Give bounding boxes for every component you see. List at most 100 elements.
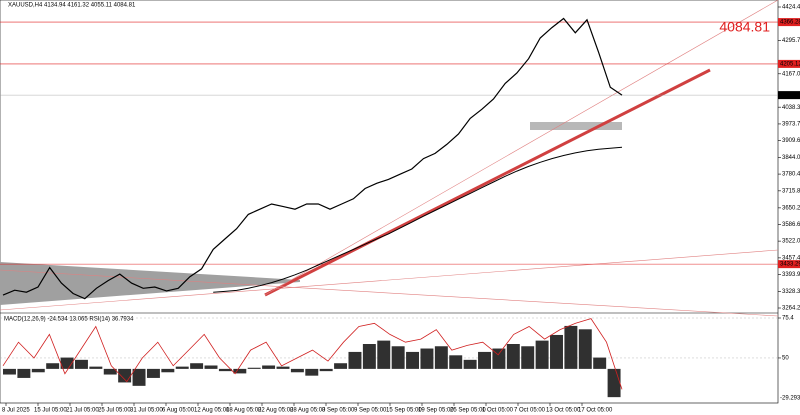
price-callout: 4084.81 [719,19,770,35]
y-tick-label: 3522.00 [782,239,800,245]
x-tick-label: 1 Oct 05:00 [482,408,514,414]
y-tick-label: 3715.80 [782,188,800,194]
histogram-bar [607,368,621,398]
histogram-bar [3,368,16,375]
price-line [213,146,623,293]
histogram-bar [247,367,261,369]
histogram-bar [190,363,204,369]
x-tick-label: 13 Oct 05:00 [546,408,581,414]
y-tick-label: 50 [782,356,789,362]
y-tick-label: 3264.20 [782,306,800,312]
y-tick-label: 4424.45 [782,5,800,11]
histogram-bar [550,334,563,369]
level-label: 4366.28 [780,20,800,26]
histogram-bar [578,329,592,369]
trend-line-thin [0,269,779,317]
x-tick-label: 15 Sep 05:00 [386,408,422,414]
last-price-label: 4084.81 [780,93,800,99]
x-tick-label: 25 Sep 05:00 [450,408,486,414]
histogram-bar [46,363,60,369]
histogram-bar [348,351,362,369]
histogram-bar [521,346,535,369]
histogram-bar [146,368,160,378]
level-box [778,59,800,68]
histogram-bar [233,368,247,374]
histogram-bar [204,365,218,369]
last-price-box [778,91,800,100]
y-tick-label: 3844.00 [782,155,800,161]
y-tick-label: 3973.70 [782,122,800,128]
histogram-bar [132,368,146,386]
x-tick-label: 12 Aug 05:00 [194,408,230,414]
y-tick-label: 4038.30 [782,105,800,111]
x-tick-label: 15 Jul 05:00 [34,408,67,414]
histogram-bar [492,348,506,369]
y-tick-label: 3780.40 [782,172,800,178]
histogram-bar [420,348,434,369]
histogram-bar [118,368,132,383]
chart-header: XAUUSD,H4 4134.94 4161.32 4055.11 4084.8… [8,3,136,9]
y-tick-label: 3393.90 [782,272,800,278]
histogram-bar [362,344,376,369]
x-tick-label: 3 Sep 05:00 [322,408,355,414]
histogram-bar [593,357,607,369]
histogram-bar [334,363,348,369]
level-label: 4205.12 [780,61,800,67]
y-tick-label: 3650.20 [782,205,800,211]
histogram-bar [463,359,477,369]
histogram-bar [89,366,103,369]
histogram-bar [434,346,448,369]
histogram-bar [17,368,31,378]
trend-line [264,68,711,297]
x-tick-label: 22 Aug 05:00 [258,408,294,414]
histogram-bar [305,368,319,376]
histogram-bar [262,365,276,369]
x-tick-label: 19 Sep 05:00 [418,408,454,414]
histogram-bar [391,346,405,369]
histogram-bar [564,325,578,369]
x-tick-label: 8 Jul 2025 [2,408,30,414]
histogram-bar [31,368,45,373]
trend-line-thin [264,0,779,296]
frame [0,0,779,404]
histogram-bar [60,357,74,369]
histogram-bar [161,368,175,373]
x-tick-label: 9 Sep 05:00 [354,408,387,414]
histogram-bar [449,355,463,369]
support-zone [530,122,622,130]
level-label: 3433.29 [780,262,800,268]
histogram-bar [103,368,117,375]
x-tick-label: 21 Jul 05:00 [66,408,99,414]
histogram-bar [290,368,304,373]
y-tick-label: 3457.40 [782,255,800,261]
histogram-bar [535,340,549,369]
histogram-bar [218,368,232,372]
histogram-bar [506,344,520,369]
y-tick-label: 3328.30 [782,289,800,295]
histogram-bar [377,340,391,369]
rsi-line [2,318,623,390]
x-tick-label: 28 Aug 05:00 [290,408,326,414]
level-box [778,260,800,269]
trend-line-thin [0,249,779,311]
histogram-bar [478,351,492,369]
histogram-bar [319,368,333,372]
price-line [2,17,623,300]
y-tick-label: 3586.60 [782,222,800,228]
y-tick-label: 3909.60 [782,138,800,144]
x-tick-label: 18 Aug 05:00 [226,408,262,414]
y-tick-label: 75.4 [782,316,794,322]
level-box [778,18,800,27]
x-tick-label: 7 Oct 05:00 [514,408,546,414]
x-tick-label: 31 Jul 05:00 [130,408,163,414]
x-tick-label: 17 Oct 05:00 [578,408,613,414]
y-tick-label: 4295.70 [782,38,800,44]
histogram-bar [406,351,420,369]
y2-tick-label: -29.293 [780,396,800,402]
histogram-bar [276,366,290,369]
histogram-bar [175,366,189,369]
x-tick-label: 6 Aug 05:00 [162,408,195,414]
x-tick-label: 25 Jul 05:00 [98,408,131,414]
